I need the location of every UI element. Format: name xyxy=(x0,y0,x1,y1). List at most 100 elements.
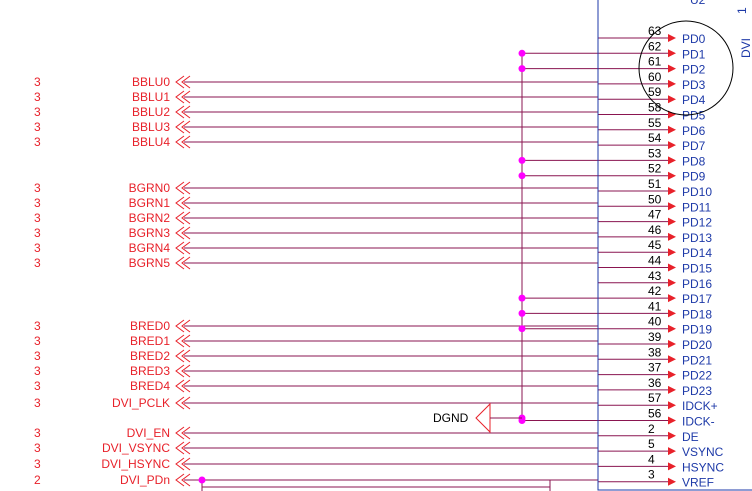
port-chevron-icon xyxy=(175,379,185,393)
port-chevron-icon xyxy=(175,120,185,134)
ic-pins-layer xyxy=(598,34,676,486)
port-chevron-icon xyxy=(181,90,191,104)
port-chevron-icon xyxy=(181,457,191,471)
pin-name[interactable]: PD15 xyxy=(682,262,712,276)
pin-name[interactable]: PD17 xyxy=(682,292,712,306)
pin-name[interactable]: IDCK+ xyxy=(682,399,718,413)
pin-number: 41 xyxy=(648,299,662,313)
pin-name[interactable]: PD22 xyxy=(682,369,712,383)
port-chevron-icon xyxy=(175,196,185,210)
pin-name[interactable]: PD19 xyxy=(682,323,712,337)
net-label[interactable]: BGRN3 xyxy=(129,226,171,240)
sheet-number: 3 xyxy=(34,120,41,134)
port-chevron-icon xyxy=(181,211,191,225)
pin-name[interactable]: HSYNC xyxy=(682,460,724,474)
net-label[interactable]: BBLU3 xyxy=(132,120,170,134)
sheet-number: 3 xyxy=(34,334,41,348)
net-label[interactable]: BGRN1 xyxy=(129,196,171,210)
pin-arrow-icon xyxy=(668,34,676,42)
net-label[interactable]: BGRN0 xyxy=(129,181,171,195)
pin-name[interactable]: VREF xyxy=(682,476,714,490)
port-chevron-icon xyxy=(181,396,191,410)
net-label[interactable]: BGRN4 xyxy=(129,241,171,255)
net-label[interactable]: BRED1 xyxy=(130,334,170,348)
pin-name[interactable]: PD3 xyxy=(682,78,706,92)
net-label[interactable]: BBLU2 xyxy=(132,105,170,119)
port-chevron-icon xyxy=(175,211,185,225)
net-label[interactable]: DVI_PDn xyxy=(120,473,170,487)
pin-arrow-icon xyxy=(668,248,676,257)
pin-name[interactable]: PD18 xyxy=(682,307,712,321)
pin-name[interactable]: PD21 xyxy=(682,353,712,367)
pin-name[interactable]: VSYNC xyxy=(682,445,724,459)
pin-arrow-icon xyxy=(668,431,676,440)
sheet-number: 3 xyxy=(34,457,41,471)
port-chevron-icon xyxy=(181,364,191,378)
pin-number: 44 xyxy=(648,254,662,268)
net-label[interactable]: BGRN2 xyxy=(129,211,171,225)
ic-body-u2[interactable] xyxy=(597,0,752,491)
junction-dot xyxy=(518,309,526,317)
pin-number: 37 xyxy=(648,361,662,375)
net-label[interactable]: DVI_PCLK xyxy=(112,396,170,410)
net-label[interactable]: DVI_EN xyxy=(127,426,170,440)
pin-name[interactable]: PD5 xyxy=(682,109,706,123)
wires-layer xyxy=(184,49,598,491)
port-chevron-icon xyxy=(181,241,191,255)
pin-name[interactable]: PD8 xyxy=(682,154,706,168)
pin-name[interactable]: PD1 xyxy=(682,47,706,61)
pin-name[interactable]: IDCK- xyxy=(682,415,715,429)
pin-number: 53 xyxy=(648,146,662,160)
pin-number: 36 xyxy=(648,376,662,390)
pin-name[interactable]: PD2 xyxy=(682,63,706,77)
pin-name[interactable]: PD9 xyxy=(682,170,706,184)
pin-name[interactable]: PD13 xyxy=(682,231,712,245)
pin-number: 57 xyxy=(648,391,662,405)
net-label[interactable]: BRED0 xyxy=(130,319,170,333)
pin-name[interactable]: PD0 xyxy=(682,32,706,46)
pin-arrow-icon xyxy=(668,125,676,134)
net-label[interactable]: DVI_HSYNC xyxy=(101,457,170,471)
port-chevron-icon xyxy=(181,379,191,393)
net-label[interactable]: BGRN5 xyxy=(129,256,171,270)
sheet-number: 3 xyxy=(34,211,41,225)
pin-name[interactable]: PD12 xyxy=(682,216,712,230)
highlight-circle xyxy=(638,20,734,116)
pin-name[interactable]: PD6 xyxy=(682,124,706,138)
net-label[interactable]: BBLU1 xyxy=(132,90,170,104)
pin-name[interactable]: PD4 xyxy=(682,93,706,107)
pin-arrow-icon xyxy=(668,141,676,150)
pin-name[interactable]: PD20 xyxy=(682,338,712,352)
junction-dot xyxy=(518,294,526,302)
sheet-number: 3 xyxy=(34,396,41,410)
ground-symbol[interactable] xyxy=(475,402,491,434)
pin-name[interactable]: PD7 xyxy=(682,139,706,153)
pin-arrow-icon xyxy=(668,340,676,348)
sheet-number: 3 xyxy=(34,319,41,333)
sheet-number: 3 xyxy=(34,379,41,393)
net-label[interactable]: DVI_VSYNC xyxy=(102,441,170,455)
pin-number: 43 xyxy=(648,269,662,283)
net-label[interactable]: BRED2 xyxy=(130,349,170,363)
net-label[interactable]: BRED3 xyxy=(130,364,170,378)
port-chevron-icon xyxy=(181,196,191,210)
pin-name[interactable]: PD23 xyxy=(682,384,712,398)
pin-arrow-icon xyxy=(668,385,676,394)
pin-name[interactable]: DE xyxy=(682,430,699,444)
sheet-number: 3 xyxy=(34,349,41,363)
net-label[interactable]: BRED4 xyxy=(130,379,170,393)
net-label[interactable]: BBLU0 xyxy=(132,75,170,89)
sheet-number: 3 xyxy=(34,181,41,195)
port-chevron-icon xyxy=(175,441,185,455)
port-chevron-icon xyxy=(175,256,185,270)
pin-arrow-icon xyxy=(668,202,676,211)
pin-name[interactable]: PD16 xyxy=(682,277,712,291)
pin-name[interactable]: PD10 xyxy=(682,185,712,199)
port-chevron-icon xyxy=(175,181,185,195)
pin-number: 47 xyxy=(648,208,662,222)
pin-arrow-icon xyxy=(668,477,676,486)
pin-name[interactable]: PD11 xyxy=(682,200,711,214)
pin-name[interactable]: PD14 xyxy=(682,246,712,260)
net-label[interactable]: BBLU4 xyxy=(132,135,170,149)
sheet-number: 2 xyxy=(34,473,41,487)
